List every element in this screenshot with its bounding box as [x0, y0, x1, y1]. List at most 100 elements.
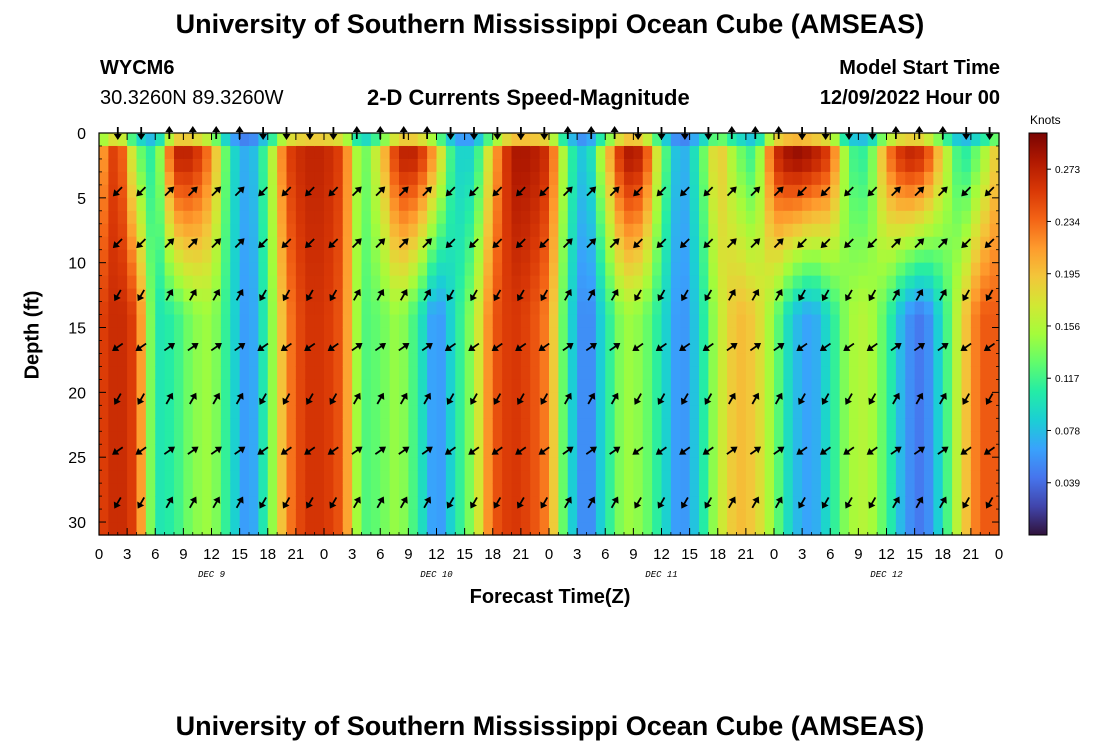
heatmap-cell [464, 171, 475, 186]
heatmap-cell [980, 249, 991, 264]
heatmap-cell [661, 457, 672, 471]
heatmap-cell [595, 444, 606, 458]
heatmap-cell [586, 262, 597, 277]
heatmap-cell [286, 470, 297, 484]
arrow-head [538, 344, 546, 352]
heatmap-cell [399, 483, 409, 497]
heatmap-cell [764, 314, 775, 329]
heatmap-cell [136, 522, 147, 536]
current-arrow [135, 342, 147, 352]
heatmap-cell [811, 470, 822, 484]
heatmap-cell [211, 158, 222, 173]
heatmap-cell [539, 133, 550, 147]
heatmap-cell [708, 262, 719, 277]
heatmap-cell [717, 301, 728, 316]
heatmap-cell [220, 431, 231, 445]
heatmap-cell [277, 483, 288, 497]
heatmap-cell [211, 301, 222, 316]
heatmap-cell [595, 457, 606, 471]
heatmap-cell [192, 171, 203, 186]
x-tick-label: 12 [653, 546, 670, 563]
heatmap-cell [230, 223, 241, 238]
current-arrow [750, 238, 761, 249]
heatmap-cell [502, 418, 513, 432]
heatmap-cell [605, 392, 616, 406]
heatmap-cell [155, 470, 166, 484]
heatmap-cell [895, 496, 906, 510]
heatmap-cell [989, 275, 1000, 290]
current-arrow [445, 238, 456, 249]
current-arrow [751, 289, 760, 301]
heatmap-cell [886, 288, 897, 303]
heatmap-cell [136, 314, 147, 329]
arrow-head [191, 342, 199, 350]
heatmap-cell [136, 275, 147, 290]
heatmap-cell [220, 145, 231, 160]
heatmap-cell [342, 457, 353, 471]
heatmap-cell [755, 314, 766, 329]
heatmap-cell [361, 366, 372, 380]
heatmap-cell [867, 405, 878, 419]
heatmap-cell [277, 223, 288, 238]
heatmap-cell [970, 340, 981, 355]
current-arrow [845, 289, 853, 302]
heatmap-cell [886, 145, 897, 160]
arrow-head [983, 344, 992, 352]
heatmap-cell [211, 171, 222, 186]
heatmap-cell [530, 210, 541, 225]
heatmap-cell [267, 483, 278, 497]
heatmap-cell [183, 392, 194, 406]
heatmap-cell [839, 145, 850, 160]
heatmap-cell [127, 418, 138, 432]
heatmap-cell [389, 431, 400, 445]
heatmap-cell [877, 379, 888, 393]
heatmap-cell [755, 184, 766, 199]
heatmap-cell [539, 483, 550, 497]
heatmap-cell [783, 483, 794, 497]
heatmap-cell [286, 171, 297, 186]
heatmap-cell [183, 327, 194, 342]
heatmap-cell [549, 327, 559, 342]
heatmap-cell [417, 197, 428, 212]
heatmap-cell [483, 223, 494, 238]
heatmap-cell [586, 353, 597, 368]
heatmap-cell [211, 522, 222, 536]
heatmap-cell [792, 262, 803, 277]
heatmap-cell [239, 236, 250, 251]
heatmap-cell [877, 184, 888, 199]
heatmap-cell [333, 301, 344, 316]
heatmap-cell [914, 249, 925, 264]
heatmap-cell [924, 133, 934, 147]
heatmap-cell [652, 418, 663, 432]
heatmap-cell [549, 171, 559, 186]
arrow-head [611, 392, 619, 400]
heatmap-cell [511, 236, 522, 251]
heatmap-cell [942, 340, 953, 355]
heatmap-cell [249, 262, 259, 277]
heatmap-cell [914, 457, 925, 471]
heatmap-cell [474, 145, 484, 160]
heatmap-cell [183, 301, 194, 316]
arrow-head [939, 289, 947, 297]
arrow-head [515, 447, 523, 455]
heatmap-cell [736, 340, 747, 355]
heatmap-cell [708, 496, 719, 510]
current-arrow [305, 496, 314, 509]
arrow-head [214, 342, 222, 350]
heatmap-cell [445, 418, 456, 432]
arrow-head [962, 501, 970, 509]
heatmap-cell [117, 236, 128, 251]
arrow-head [468, 344, 476, 352]
heatmap-cell [492, 158, 503, 173]
heatmap-cell [511, 444, 522, 458]
heatmap-cell [145, 145, 156, 160]
heatmap-cell [867, 133, 878, 147]
current-arrow [516, 496, 525, 509]
heatmap-cell [942, 353, 953, 368]
heatmap-cell [220, 158, 231, 173]
heatmap-cell [811, 133, 822, 147]
heatmap-cell [764, 249, 775, 264]
heatmap-cell [502, 509, 513, 523]
arrow-head [444, 344, 453, 352]
current-arrow [843, 342, 855, 352]
